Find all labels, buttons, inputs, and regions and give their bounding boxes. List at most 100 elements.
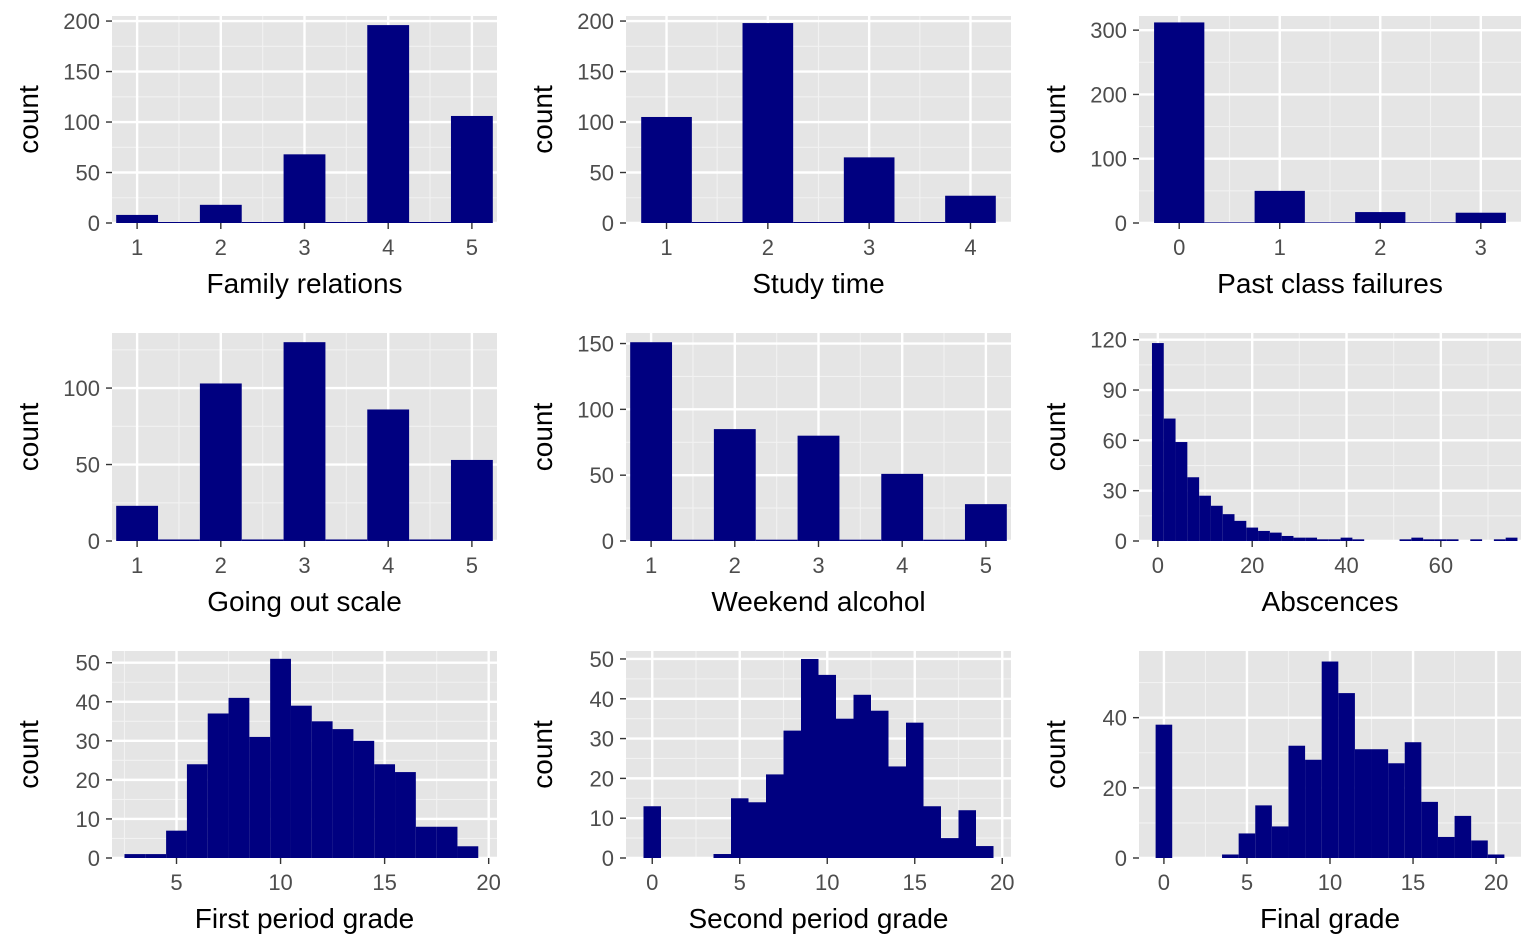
x-tick-label: 2 bbox=[729, 553, 741, 578]
histogram-bar bbox=[881, 473, 924, 541]
histogram-bar bbox=[1338, 693, 1355, 858]
histogram-bar bbox=[124, 854, 146, 858]
histogram-bar bbox=[923, 806, 941, 858]
histogram-panel: 1 2 3 4 0 50 100 150 200 Study time count bbox=[527, 9, 1011, 299]
x-tick-label: 5 bbox=[170, 870, 182, 895]
histogram-bar bbox=[367, 25, 410, 224]
x-tick-label: 5 bbox=[980, 553, 992, 578]
histogram-bar bbox=[713, 854, 731, 858]
y-tick-label: 0 bbox=[602, 529, 614, 554]
histogram-bar bbox=[923, 539, 965, 541]
histogram-bar bbox=[1155, 724, 1173, 858]
histogram-bar bbox=[742, 23, 794, 223]
histogram-bar bbox=[1470, 539, 1483, 541]
y-tick-label: 150 bbox=[577, 332, 614, 357]
histogram-bar bbox=[871, 710, 889, 858]
x-tick-label: 1 bbox=[1274, 235, 1286, 260]
histogram-bar bbox=[839, 539, 882, 541]
x-tick-label: 3 bbox=[863, 235, 875, 260]
histogram-bar bbox=[836, 718, 854, 858]
y-tick-label: 100 bbox=[63, 376, 100, 401]
histogram-bar bbox=[395, 772, 416, 858]
histogram-bar bbox=[207, 713, 229, 858]
histogram-bar bbox=[1304, 222, 1356, 223]
y-axis-title: count bbox=[13, 403, 44, 472]
histogram-bar bbox=[311, 721, 333, 858]
histogram-bar bbox=[1340, 537, 1353, 541]
x-tick-label: 1 bbox=[645, 553, 657, 578]
histogram-bar bbox=[241, 539, 284, 541]
x-tick-label: 0 bbox=[1173, 235, 1185, 260]
y-tick-label: 50 bbox=[76, 161, 100, 186]
x-tick-label: 20 bbox=[476, 870, 500, 895]
x-axis-title: Weekend alcohol bbox=[711, 586, 925, 617]
histogram-bar bbox=[116, 214, 159, 223]
y-tick-label: 30 bbox=[76, 729, 100, 754]
y-tick-label: 0 bbox=[1115, 529, 1127, 554]
histogram-bar bbox=[186, 764, 208, 858]
histogram-bar bbox=[964, 504, 1007, 541]
x-tick-label: 1 bbox=[131, 235, 143, 260]
histogram-bar bbox=[801, 658, 819, 858]
x-axis-title: Second period grade bbox=[689, 903, 949, 934]
histogram-bar bbox=[1305, 537, 1318, 541]
histogram-bar bbox=[409, 539, 451, 541]
y-axis-title: count bbox=[1040, 85, 1071, 154]
histogram-bar bbox=[199, 204, 242, 223]
x-axis-title: First period grade bbox=[195, 903, 414, 934]
y-tick-label: 40 bbox=[1103, 706, 1127, 731]
histogram-bar bbox=[1293, 537, 1306, 541]
y-axis-title: count bbox=[527, 85, 558, 154]
histogram-bar bbox=[1454, 815, 1472, 858]
histogram-bar bbox=[1434, 539, 1447, 541]
histogram-bar bbox=[713, 429, 756, 541]
histogram-bar bbox=[1204, 222, 1255, 223]
x-axis-title: Final grade bbox=[1260, 903, 1400, 934]
histogram-bar bbox=[691, 221, 743, 223]
y-tick-label: 20 bbox=[1103, 776, 1127, 801]
histogram-bar bbox=[945, 195, 996, 223]
histogram-bar bbox=[1305, 759, 1322, 858]
histogram-bar bbox=[1246, 527, 1259, 541]
histogram-bar bbox=[270, 658, 291, 858]
histogram-bar bbox=[332, 729, 354, 858]
x-tick-label: 40 bbox=[1334, 553, 1358, 578]
histogram-bar bbox=[1269, 532, 1282, 541]
histogram-bar bbox=[1222, 514, 1235, 541]
histogram-bar bbox=[1210, 505, 1223, 541]
histogram-bar bbox=[1187, 477, 1200, 541]
histogram-bar bbox=[641, 116, 692, 223]
x-axis-title: Abscences bbox=[1262, 586, 1399, 617]
x-axis-title: Family relations bbox=[206, 268, 402, 299]
histogram-bar bbox=[283, 154, 326, 223]
x-tick-label: 10 bbox=[815, 870, 839, 895]
histogram-bar bbox=[1371, 749, 1389, 858]
x-tick-label: 2 bbox=[1374, 235, 1386, 260]
histogram-bar bbox=[283, 342, 326, 541]
x-tick-label: 15 bbox=[1401, 870, 1425, 895]
histogram-bar bbox=[1404, 742, 1422, 858]
y-tick-label: 0 bbox=[1115, 846, 1127, 871]
x-tick-label: 60 bbox=[1429, 553, 1453, 578]
y-tick-label: 200 bbox=[577, 9, 614, 34]
y-tick-label: 50 bbox=[590, 647, 614, 672]
y-tick-label: 20 bbox=[590, 766, 614, 791]
y-tick-label: 10 bbox=[590, 806, 614, 831]
x-tick-label: 20 bbox=[1240, 553, 1264, 578]
x-tick-label: 15 bbox=[903, 870, 927, 895]
y-tick-label: 0 bbox=[1115, 211, 1127, 236]
x-axis-title: Study time bbox=[752, 268, 884, 299]
x-tick-label: 5 bbox=[466, 553, 478, 578]
y-tick-label: 10 bbox=[76, 807, 100, 832]
histogram-bar bbox=[1505, 537, 1518, 541]
histogram-bar bbox=[353, 740, 375, 858]
y-axis-title: count bbox=[1040, 720, 1071, 789]
histogram-bar bbox=[166, 830, 187, 858]
histogram-bar bbox=[1352, 539, 1365, 541]
histogram-bar bbox=[1355, 212, 1406, 223]
histogram-bar bbox=[415, 826, 437, 858]
